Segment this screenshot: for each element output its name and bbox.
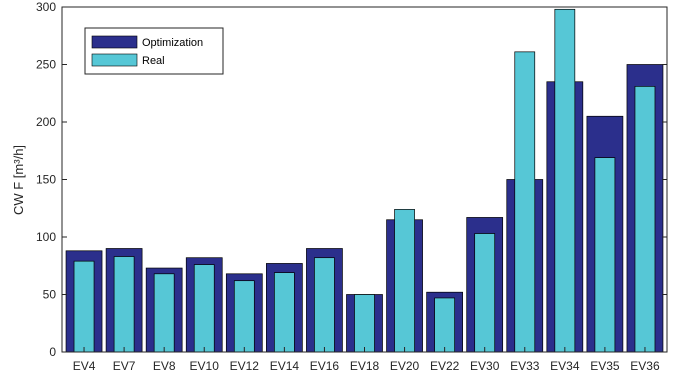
x-tick-label: EV33	[510, 359, 540, 373]
y-tick-label: 150	[36, 173, 56, 187]
legend-box	[84, 27, 224, 75]
x-tick-label: EV30	[470, 359, 500, 373]
legend: Optimization Real	[84, 27, 224, 75]
x-tick-label: EV18	[350, 359, 380, 373]
bar-real-ev8	[153, 273, 175, 353]
y-axis-ticks: 0 50 100 150 200 250 300	[36, 0, 667, 359]
y-axis-label: CW F [m³/h]	[11, 145, 26, 215]
bar-real-ev34	[554, 8, 576, 353]
y-tick-label: 0	[49, 345, 56, 359]
legend-label-optimization: Optimization	[142, 37, 203, 49]
bars-group	[65, 8, 664, 353]
bar-real-ev20	[394, 209, 415, 353]
plot-frame	[61, 6, 668, 353]
bar-real-ev4	[73, 260, 95, 353]
y-tick-label: 50	[43, 288, 57, 302]
bar-real-ev14	[274, 272, 295, 353]
legend-label-real: Real	[142, 55, 165, 67]
legend-swatch-real	[91, 53, 138, 67]
y-tick-label: 100	[36, 230, 56, 244]
y-tick-label: 200	[36, 115, 56, 129]
bar-real-ev16	[314, 257, 335, 353]
x-tick-label: EV20	[390, 359, 420, 373]
bar-real-ev30	[474, 233, 496, 353]
x-tick-label: EV22	[430, 359, 460, 373]
x-axis-ticks: EV4 EV7 EV8 EV10 EV12 EV14 EV16 EV18 EV20 EV22 EV3…	[73, 347, 660, 373]
y-tick-label: 250	[36, 58, 56, 72]
bar-real-ev22	[434, 297, 455, 353]
bar-real-ev18	[354, 294, 375, 353]
legend-swatch-optimization	[91, 35, 138, 49]
y-tick-label: 300	[36, 0, 56, 14]
x-tick-label: EV10	[190, 359, 220, 373]
bar-real-ev33	[514, 51, 536, 353]
x-tick-label: EV14	[270, 359, 300, 373]
bar-real-ev36	[634, 85, 656, 353]
x-tick-label: EV7	[113, 359, 136, 373]
x-tick-label: EV12	[230, 359, 260, 373]
x-tick-label: EV35	[590, 359, 620, 373]
x-tick-label: EV4	[73, 359, 96, 373]
x-tick-label: EV36	[630, 359, 660, 373]
x-tick-label: EV34	[550, 359, 580, 373]
x-tick-label: EV8	[153, 359, 176, 373]
bar-real-ev12	[233, 280, 255, 353]
bar-real-ev7	[113, 256, 135, 353]
bar-real-ev10	[193, 264, 215, 353]
bar-real-ev35	[594, 157, 616, 353]
x-tick-label: EV16	[310, 359, 340, 373]
